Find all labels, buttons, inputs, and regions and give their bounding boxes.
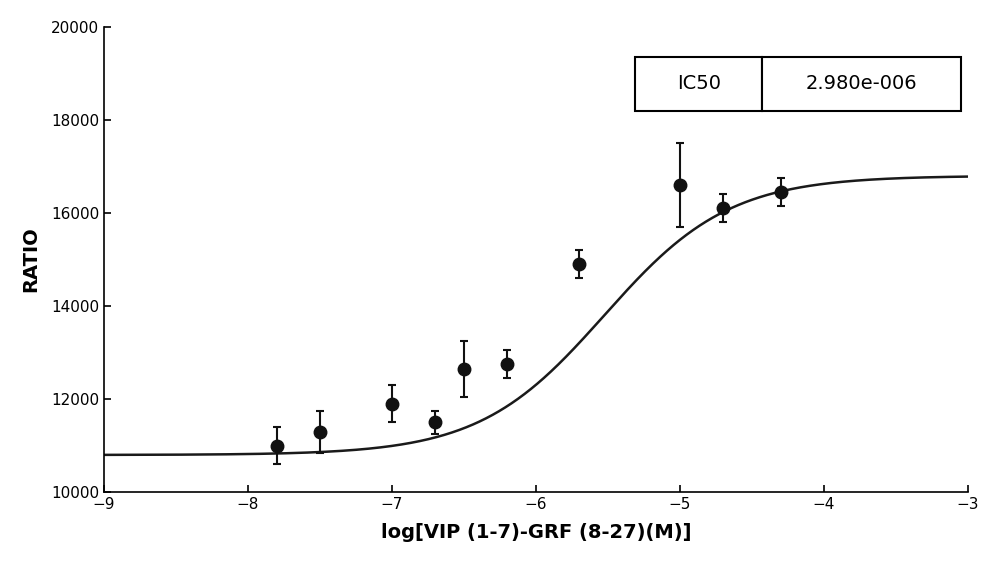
Text: IC50: IC50	[677, 74, 721, 93]
Y-axis label: RATIO: RATIO	[21, 227, 40, 292]
Bar	[762, 57, 961, 110]
Bar	[635, 57, 762, 110]
Text: 2.980e-006: 2.980e-006	[806, 74, 917, 93]
X-axis label: log[VIP (1-7)-GRF (8-27)(M)]: log[VIP (1-7)-GRF (8-27)(M)]	[381, 523, 691, 542]
